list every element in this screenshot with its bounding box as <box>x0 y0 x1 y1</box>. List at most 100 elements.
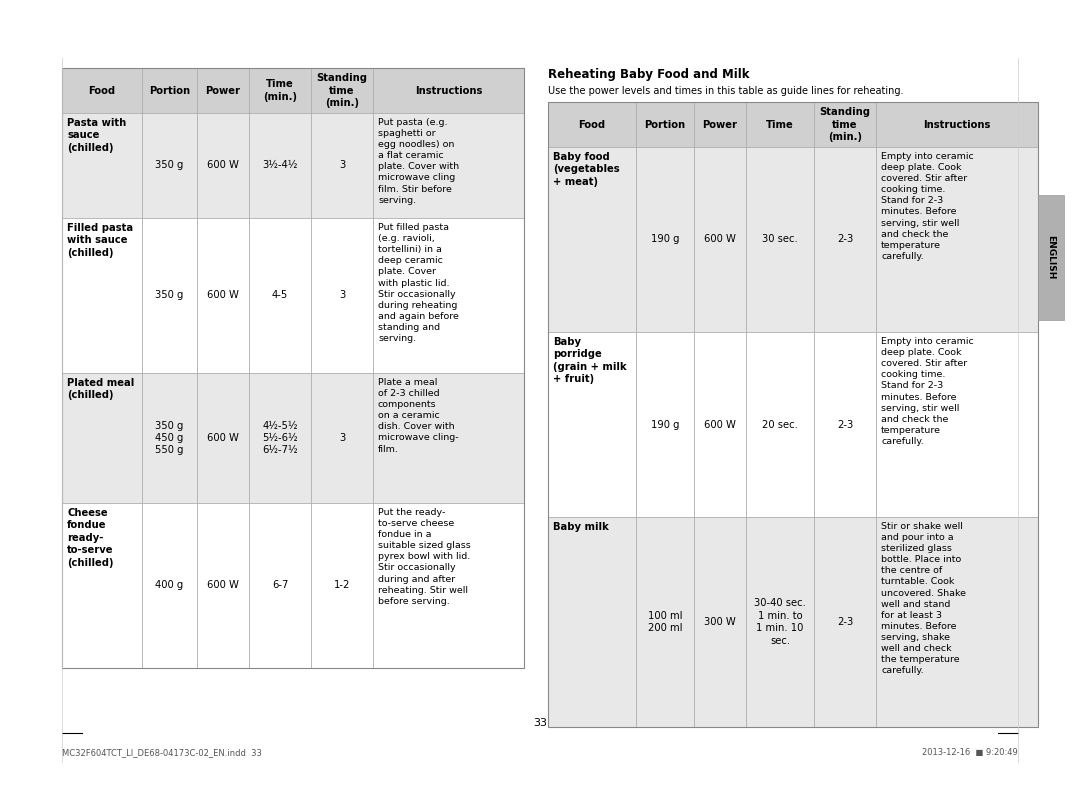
Text: Filled pasta
with sauce
(chilled): Filled pasta with sauce (chilled) <box>67 223 133 258</box>
Bar <box>249 373 311 503</box>
Bar <box>62 218 141 373</box>
Text: Put the ready-
to-serve cheese
fondue in a
suitable sized glass
pyrex bowl with : Put the ready- to-serve cheese fondue in… <box>378 508 471 606</box>
Text: 350 g: 350 g <box>156 161 184 170</box>
Text: 30 sec.: 30 sec. <box>762 234 798 245</box>
Bar <box>876 102 1038 147</box>
Bar <box>311 503 373 668</box>
Bar <box>62 68 141 113</box>
Bar <box>548 102 636 147</box>
Text: 2-3: 2-3 <box>837 234 853 245</box>
Text: Power: Power <box>702 120 738 130</box>
Text: Power: Power <box>205 86 241 96</box>
Text: Standing
time
(min.): Standing time (min.) <box>316 73 367 108</box>
Bar <box>694 147 746 332</box>
Text: Baby food
(vegetables
+ meat): Baby food (vegetables + meat) <box>553 152 620 187</box>
Bar <box>141 68 197 113</box>
Text: 190 g: 190 g <box>651 234 679 245</box>
Bar <box>636 517 694 727</box>
Bar <box>249 68 311 113</box>
Text: 190 g: 190 g <box>651 420 679 429</box>
Text: 2013-12-16  ■ 9:20:49: 2013-12-16 ■ 9:20:49 <box>922 748 1018 757</box>
Text: Food: Food <box>579 120 606 130</box>
Bar <box>814 102 876 147</box>
Bar <box>876 332 1038 517</box>
Bar <box>373 218 524 373</box>
Text: 400 g: 400 g <box>156 581 184 591</box>
Text: 3: 3 <box>339 161 346 170</box>
Text: 4½-5½
5½-6½
6½-7½: 4½-5½ 5½-6½ 6½-7½ <box>262 421 298 455</box>
Text: 600 W: 600 W <box>207 161 239 170</box>
Bar <box>373 68 524 113</box>
Bar <box>62 68 524 668</box>
Text: 3½-4½: 3½-4½ <box>262 161 298 170</box>
Text: 33: 33 <box>534 718 546 728</box>
Text: 30-40 sec.
1 min. to
1 min. 10
sec.: 30-40 sec. 1 min. to 1 min. 10 sec. <box>754 599 806 645</box>
Bar <box>548 517 636 727</box>
Text: 350 g: 350 g <box>156 291 184 300</box>
Text: Put filled pasta
(e.g. ravioli,
tortellini) in a
deep ceramic
plate. Cover
with : Put filled pasta (e.g. ravioli, tortelli… <box>378 223 459 343</box>
Text: 300 W: 300 W <box>704 617 735 627</box>
Bar <box>62 503 141 668</box>
Text: 600 W: 600 W <box>704 234 735 245</box>
Text: 600 W: 600 W <box>207 291 239 300</box>
Bar <box>311 68 373 113</box>
Text: Time: Time <box>766 120 794 130</box>
Bar <box>249 113 311 218</box>
Bar <box>746 102 814 147</box>
Text: Food: Food <box>89 86 116 96</box>
Bar <box>814 332 876 517</box>
Text: Time
(min.): Time (min.) <box>264 79 297 101</box>
Text: 3: 3 <box>339 433 346 443</box>
Bar <box>876 517 1038 727</box>
Bar <box>197 503 249 668</box>
Bar <box>197 113 249 218</box>
Bar <box>636 332 694 517</box>
Text: Portion: Portion <box>149 86 190 96</box>
Text: Reheating Baby Food and Milk: Reheating Baby Food and Milk <box>548 68 750 81</box>
Text: Cheese
fondue
ready-
to-serve
(chilled): Cheese fondue ready- to-serve (chilled) <box>67 508 113 568</box>
Text: Portion: Portion <box>645 120 686 130</box>
Bar <box>141 503 197 668</box>
Text: 600 W: 600 W <box>207 581 239 591</box>
Bar <box>694 517 746 727</box>
Text: 1-2: 1-2 <box>334 581 350 591</box>
Text: 350 g
450 g
550 g: 350 g 450 g 550 g <box>156 421 184 455</box>
Bar <box>311 113 373 218</box>
Bar <box>694 102 746 147</box>
Text: Use the power levels and times in this table as guide lines for reheating.: Use the power levels and times in this t… <box>548 86 904 96</box>
Text: Stir or shake well
and pour into a
sterilized glass
bottle. Place into
the centr: Stir or shake well and pour into a steri… <box>881 522 966 676</box>
Bar <box>548 102 1038 727</box>
Text: Empty into ceramic
deep plate. Cook
covered. Stir after
cooking time.
Stand for : Empty into ceramic deep plate. Cook cove… <box>881 337 974 446</box>
Bar <box>1038 195 1064 320</box>
Text: 6-7: 6-7 <box>272 581 288 591</box>
Bar <box>373 373 524 503</box>
Text: Plate a meal
of 2-3 chilled
components
on a ceramic
dish. Cover with
microwave c: Plate a meal of 2-3 chilled components o… <box>378 378 459 454</box>
Text: 2-3: 2-3 <box>837 420 853 429</box>
Text: 20 sec.: 20 sec. <box>762 420 798 429</box>
Text: 600 W: 600 W <box>704 420 735 429</box>
Bar <box>141 373 197 503</box>
Text: ENGLISH: ENGLISH <box>1047 235 1055 280</box>
Text: Baby
porridge
(grain + milk
+ fruit): Baby porridge (grain + milk + fruit) <box>553 337 626 384</box>
Bar <box>311 218 373 373</box>
Bar <box>814 517 876 727</box>
Bar <box>373 503 524 668</box>
Text: 100 ml
200 ml: 100 ml 200 ml <box>648 611 683 633</box>
Bar <box>311 373 373 503</box>
Text: Instructions: Instructions <box>415 86 482 96</box>
Bar <box>197 218 249 373</box>
Text: 2-3: 2-3 <box>837 617 853 627</box>
Text: 3: 3 <box>339 291 346 300</box>
Bar <box>249 218 311 373</box>
Bar <box>197 68 249 113</box>
Bar <box>373 113 524 218</box>
Text: 4-5: 4-5 <box>272 291 288 300</box>
Bar <box>746 517 814 727</box>
Bar <box>62 373 141 503</box>
Text: MC32F604TCT_LI_DE68-04173C-02_EN.indd  33: MC32F604TCT_LI_DE68-04173C-02_EN.indd 33 <box>62 748 261 757</box>
Text: 600 W: 600 W <box>207 433 239 443</box>
Bar <box>249 503 311 668</box>
Bar <box>548 147 636 332</box>
Bar <box>548 332 636 517</box>
Bar <box>197 373 249 503</box>
